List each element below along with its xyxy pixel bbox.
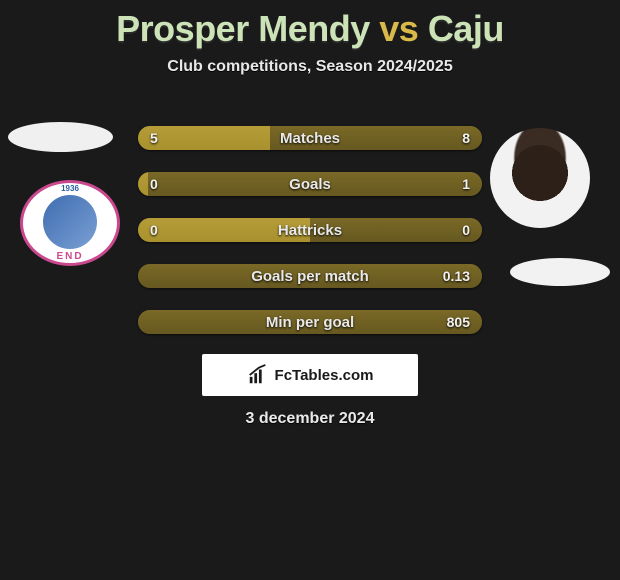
vs-text: vs [379, 8, 418, 49]
player2-avatar-placeholder [510, 258, 610, 286]
page-title: Prosper Mendy vs Caju [0, 0, 620, 50]
comparison-bars: 5 8 Matches 0 1 Goals 0 0 Hattricks 0.13… [138, 126, 482, 356]
player2-avatar [490, 128, 590, 228]
stat-row: 0 1 Goals [138, 172, 482, 196]
club-emblem-inner [43, 195, 97, 249]
stat-row: 0.13 Goals per match [138, 264, 482, 288]
chart-icon [247, 364, 269, 386]
player2-name: Caju [428, 8, 504, 49]
bar-fill-left [138, 126, 270, 150]
club-band-text: END [56, 251, 83, 262]
bar-fill-right [310, 218, 482, 242]
stat-row: 5 8 Matches [138, 126, 482, 150]
bar-fill-right [138, 264, 482, 288]
credit-badge: FcTables.com [202, 354, 418, 396]
bar-fill-right [148, 172, 482, 196]
player1-avatar-placeholder [8, 122, 113, 152]
bar-fill-left [138, 218, 310, 242]
credit-text: FcTables.com [275, 367, 374, 384]
bar-fill-left [138, 172, 148, 196]
stat-row: 0 0 Hattricks [138, 218, 482, 242]
date-text: 3 december 2024 [0, 410, 620, 428]
bar-fill-right [138, 310, 482, 334]
club-logo: 1936 END [20, 180, 120, 266]
subtitle: Club competitions, Season 2024/2025 [0, 58, 620, 76]
player1-name: Prosper Mendy [116, 8, 370, 49]
bar-fill-right [270, 126, 482, 150]
stat-row: 805 Min per goal [138, 310, 482, 334]
club-year: 1936 [61, 184, 79, 193]
